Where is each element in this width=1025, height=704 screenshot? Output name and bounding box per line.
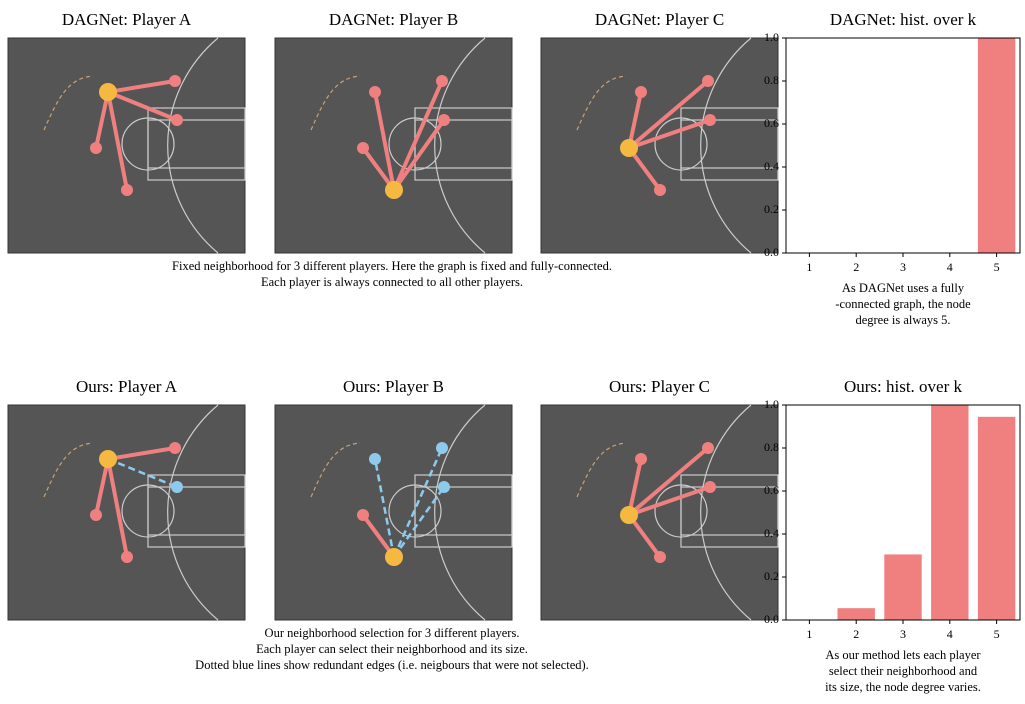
- court: [8, 405, 245, 620]
- player-node: [369, 453, 381, 465]
- bar: [978, 417, 1015, 620]
- player-node: [357, 142, 369, 154]
- player-node: [369, 86, 381, 98]
- chart-caption: As DAGNet uses a fully: [842, 281, 965, 295]
- caption: Fixed neighborhood for 3 different playe…: [172, 259, 612, 273]
- court: [541, 38, 778, 253]
- court: [275, 38, 512, 253]
- bar: [931, 405, 968, 620]
- x-tick-label: 2: [853, 627, 859, 641]
- y-tick-label: 0.2: [764, 202, 779, 216]
- player-node: [169, 442, 181, 454]
- y-tick-label: 1.0: [764, 397, 779, 411]
- chart-title: DAGNet: hist. over k: [830, 10, 977, 29]
- y-tick-label: 0.4: [764, 159, 779, 173]
- player-node: [654, 184, 666, 196]
- court: [541, 405, 778, 620]
- y-tick-label: 0.0: [764, 245, 779, 259]
- bar: [837, 608, 874, 620]
- y-tick-label: 0.0: [764, 612, 779, 626]
- focus-player: [385, 181, 403, 199]
- player-node: [704, 481, 716, 493]
- panel-title: Ours: Player A: [76, 377, 178, 396]
- x-tick-label: 3: [900, 627, 906, 641]
- focus-player: [99, 450, 117, 468]
- x-tick-label: 5: [994, 627, 1000, 641]
- player-node: [90, 142, 102, 154]
- panel-title: Ours: Player C: [609, 377, 710, 396]
- figure: DAGNet: Player A DAGNet: Player B DAGNet: …: [0, 0, 1025, 704]
- y-tick-label: 0.8: [764, 73, 779, 87]
- focus-player: [620, 506, 638, 524]
- x-tick-label: 1: [806, 260, 812, 274]
- x-tick-label: 3: [900, 260, 906, 274]
- y-tick-label: 0.2: [764, 569, 779, 583]
- player-node: [704, 114, 716, 126]
- bar: [978, 38, 1015, 253]
- chart-caption: its size, the node degree varies.: [825, 680, 981, 694]
- chart-title: Ours: hist. over k: [844, 377, 963, 396]
- caption: Each player can select their neighborhoo…: [256, 642, 528, 656]
- player-node: [171, 114, 183, 126]
- x-tick-label: 4: [947, 260, 953, 274]
- y-tick-label: 0.8: [764, 440, 779, 454]
- player-node: [436, 75, 448, 87]
- court: [8, 38, 245, 253]
- player-node: [121, 551, 133, 563]
- player-node: [171, 481, 183, 493]
- x-tick-label: 5: [994, 260, 1000, 274]
- panel-title: DAGNet: Player B: [329, 10, 458, 29]
- focus-player: [620, 139, 638, 157]
- caption: Our neighborhood selection for 3 differe…: [265, 626, 520, 640]
- player-node: [438, 114, 450, 126]
- caption: Dotted blue lines show redundant edges (…: [195, 658, 589, 672]
- player-node: [635, 86, 647, 98]
- court: [275, 405, 512, 620]
- player-node: [635, 453, 647, 465]
- caption: Each player is always connected to all o…: [261, 275, 523, 289]
- panel-title: DAGNet: Player A: [62, 10, 192, 29]
- player-node: [357, 509, 369, 521]
- chart-caption: degree is always 5.: [855, 313, 950, 327]
- bar: [884, 554, 921, 620]
- player-node: [702, 75, 714, 87]
- panel-title: DAGNet: Player C: [595, 10, 724, 29]
- y-tick-label: 0.6: [764, 116, 779, 130]
- player-node: [654, 551, 666, 563]
- y-tick-label: 1.0: [764, 30, 779, 44]
- chart-caption: select their neighborhood and: [829, 664, 978, 678]
- player-node: [121, 184, 133, 196]
- player-node: [436, 442, 448, 454]
- x-tick-label: 2: [853, 260, 859, 274]
- panel-title: Ours: Player B: [343, 377, 444, 396]
- chart-caption: As our method lets each player: [825, 648, 981, 662]
- focus-player: [385, 548, 403, 566]
- x-tick-label: 4: [947, 627, 953, 641]
- y-tick-label: 0.4: [764, 526, 779, 540]
- player-node: [438, 481, 450, 493]
- player-node: [702, 442, 714, 454]
- page: DAGNet: Player A DAGNet: Player B DAGNet: …: [0, 0, 1025, 704]
- chart-caption: -connected graph, the node: [835, 297, 971, 311]
- y-tick-label: 0.6: [764, 483, 779, 497]
- x-tick-label: 1: [806, 627, 812, 641]
- player-node: [169, 75, 181, 87]
- player-node: [90, 509, 102, 521]
- focus-player: [99, 83, 117, 101]
